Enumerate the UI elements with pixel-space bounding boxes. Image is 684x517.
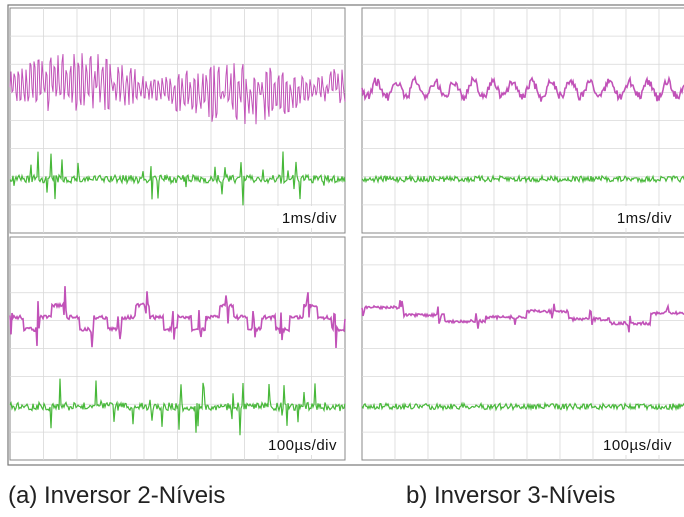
scope-panel: 1ms/div [10, 8, 345, 233]
figure: 1ms/div 1ms/div 100µs/div 100µs/div (a) Inv… [0, 0, 684, 517]
scope-panel: 1ms/div [362, 8, 684, 233]
scope-panel: 100µs/div [10, 237, 345, 460]
page: 1ms/div 1ms/div 100µs/div 100µs/div (a) Inv… [0, 0, 684, 517]
caption: (a) Inversor 2-Níveis [8, 482, 225, 509]
time-scale: 1ms/div [617, 210, 672, 227]
time-scale: 100µs/div [603, 437, 672, 454]
time-scale: 100µs/div [268, 437, 337, 454]
time-scale: 1ms/div [282, 210, 337, 227]
caption: b) Inversor 3-Níveis [406, 482, 615, 509]
scope-panel: 100µs/div [362, 237, 684, 460]
